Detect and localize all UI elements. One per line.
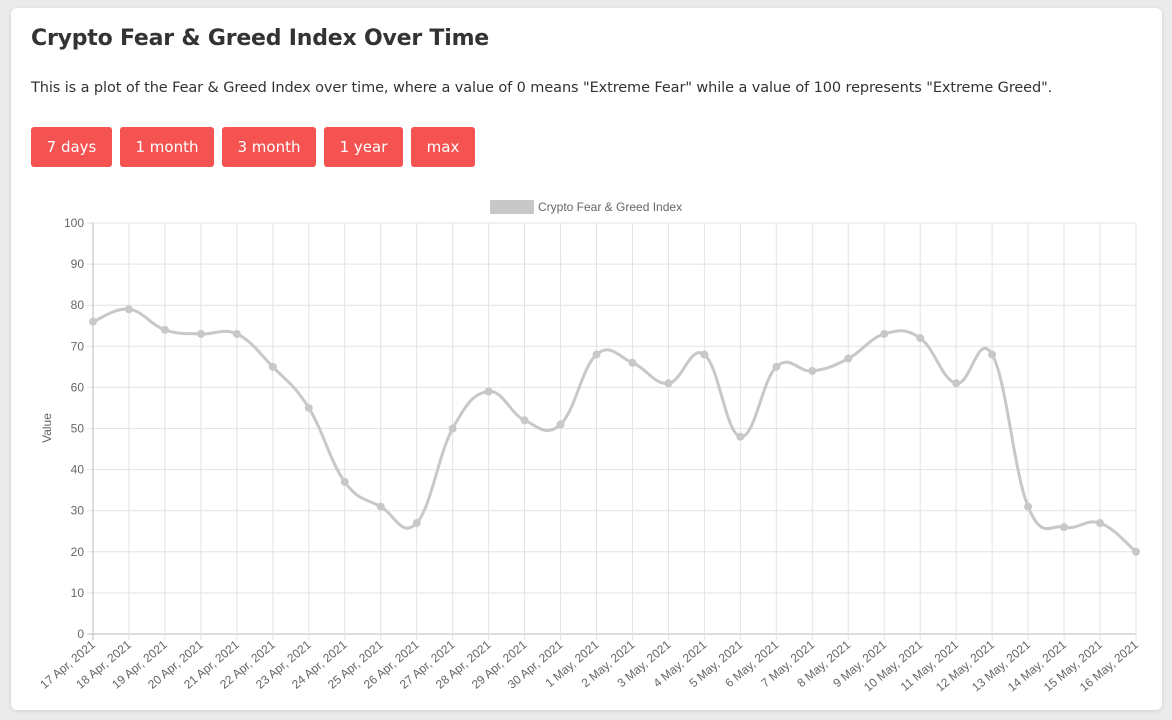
data-point[interactable] bbox=[520, 416, 529, 425]
y-axis-title: Value bbox=[40, 413, 54, 443]
range-button-7-days[interactable]: 7 days bbox=[31, 127, 112, 167]
y-tick-label: 40 bbox=[71, 463, 85, 477]
y-axis-ticks: 0 10 20 30 40 50 60 70 80 90 100 bbox=[64, 216, 84, 641]
data-point[interactable] bbox=[304, 403, 313, 412]
y-tick-label: 30 bbox=[71, 504, 85, 518]
y-tick-label: 70 bbox=[71, 339, 85, 353]
data-point[interactable] bbox=[1024, 502, 1033, 511]
y-tick-label: 60 bbox=[71, 380, 85, 394]
data-point[interactable] bbox=[628, 358, 637, 367]
data-point[interactable] bbox=[952, 379, 961, 388]
data-point[interactable] bbox=[89, 317, 97, 326]
data-point[interactable] bbox=[1060, 523, 1069, 532]
data-point[interactable] bbox=[988, 350, 997, 359]
legend-swatch bbox=[490, 200, 534, 214]
series-line bbox=[92, 307, 1137, 553]
data-point[interactable] bbox=[664, 379, 673, 388]
series-line-group bbox=[92, 307, 1137, 553]
page-description: This is a plot of the Fear & Greed Index… bbox=[31, 80, 1053, 96]
data-point[interactable] bbox=[160, 325, 169, 334]
data-point[interactable] bbox=[808, 366, 817, 375]
data-point[interactable] bbox=[916, 334, 925, 343]
y-tick-label: 100 bbox=[64, 216, 84, 230]
y-tick-label: 90 bbox=[71, 257, 85, 271]
data-point[interactable] bbox=[1096, 519, 1105, 528]
data-point[interactable] bbox=[736, 432, 745, 441]
y-tick-label: 0 bbox=[77, 627, 84, 641]
data-point[interactable] bbox=[1132, 547, 1140, 556]
y-tick-label: 50 bbox=[71, 422, 85, 436]
y-tick-label: 10 bbox=[71, 586, 85, 600]
data-point[interactable] bbox=[592, 350, 601, 359]
data-point[interactable] bbox=[232, 329, 241, 338]
legend-label: Crypto Fear & Greed Index bbox=[538, 200, 682, 214]
data-point[interactable] bbox=[448, 424, 457, 433]
data-point[interactable] bbox=[268, 362, 277, 371]
chart-legend: Crypto Fear & Greed Index bbox=[490, 200, 682, 214]
data-point[interactable] bbox=[880, 329, 889, 338]
data-point[interactable] bbox=[772, 362, 781, 371]
data-point[interactable] bbox=[556, 420, 565, 429]
data-point[interactable] bbox=[844, 354, 853, 363]
y-tick-label: 80 bbox=[71, 298, 85, 312]
range-button-3-month[interactable]: 3 month bbox=[222, 127, 316, 167]
range-button-max[interactable]: max bbox=[411, 127, 475, 167]
range-button-1-year[interactable]: 1 year bbox=[324, 127, 403, 167]
data-point[interactable] bbox=[412, 519, 421, 528]
data-point[interactable] bbox=[484, 387, 493, 396]
range-button-1-month[interactable]: 1 month bbox=[120, 127, 214, 167]
data-point[interactable] bbox=[340, 477, 349, 486]
series-points bbox=[89, 305, 1140, 556]
y-tick-label: 20 bbox=[71, 545, 85, 559]
chart-grid bbox=[87, 222, 1137, 640]
data-point[interactable] bbox=[124, 305, 133, 314]
data-point[interactable] bbox=[376, 502, 385, 511]
page-title: Crypto Fear & Greed Index Over Time bbox=[31, 26, 490, 51]
data-point[interactable] bbox=[196, 329, 205, 338]
data-point[interactable] bbox=[700, 350, 709, 359]
